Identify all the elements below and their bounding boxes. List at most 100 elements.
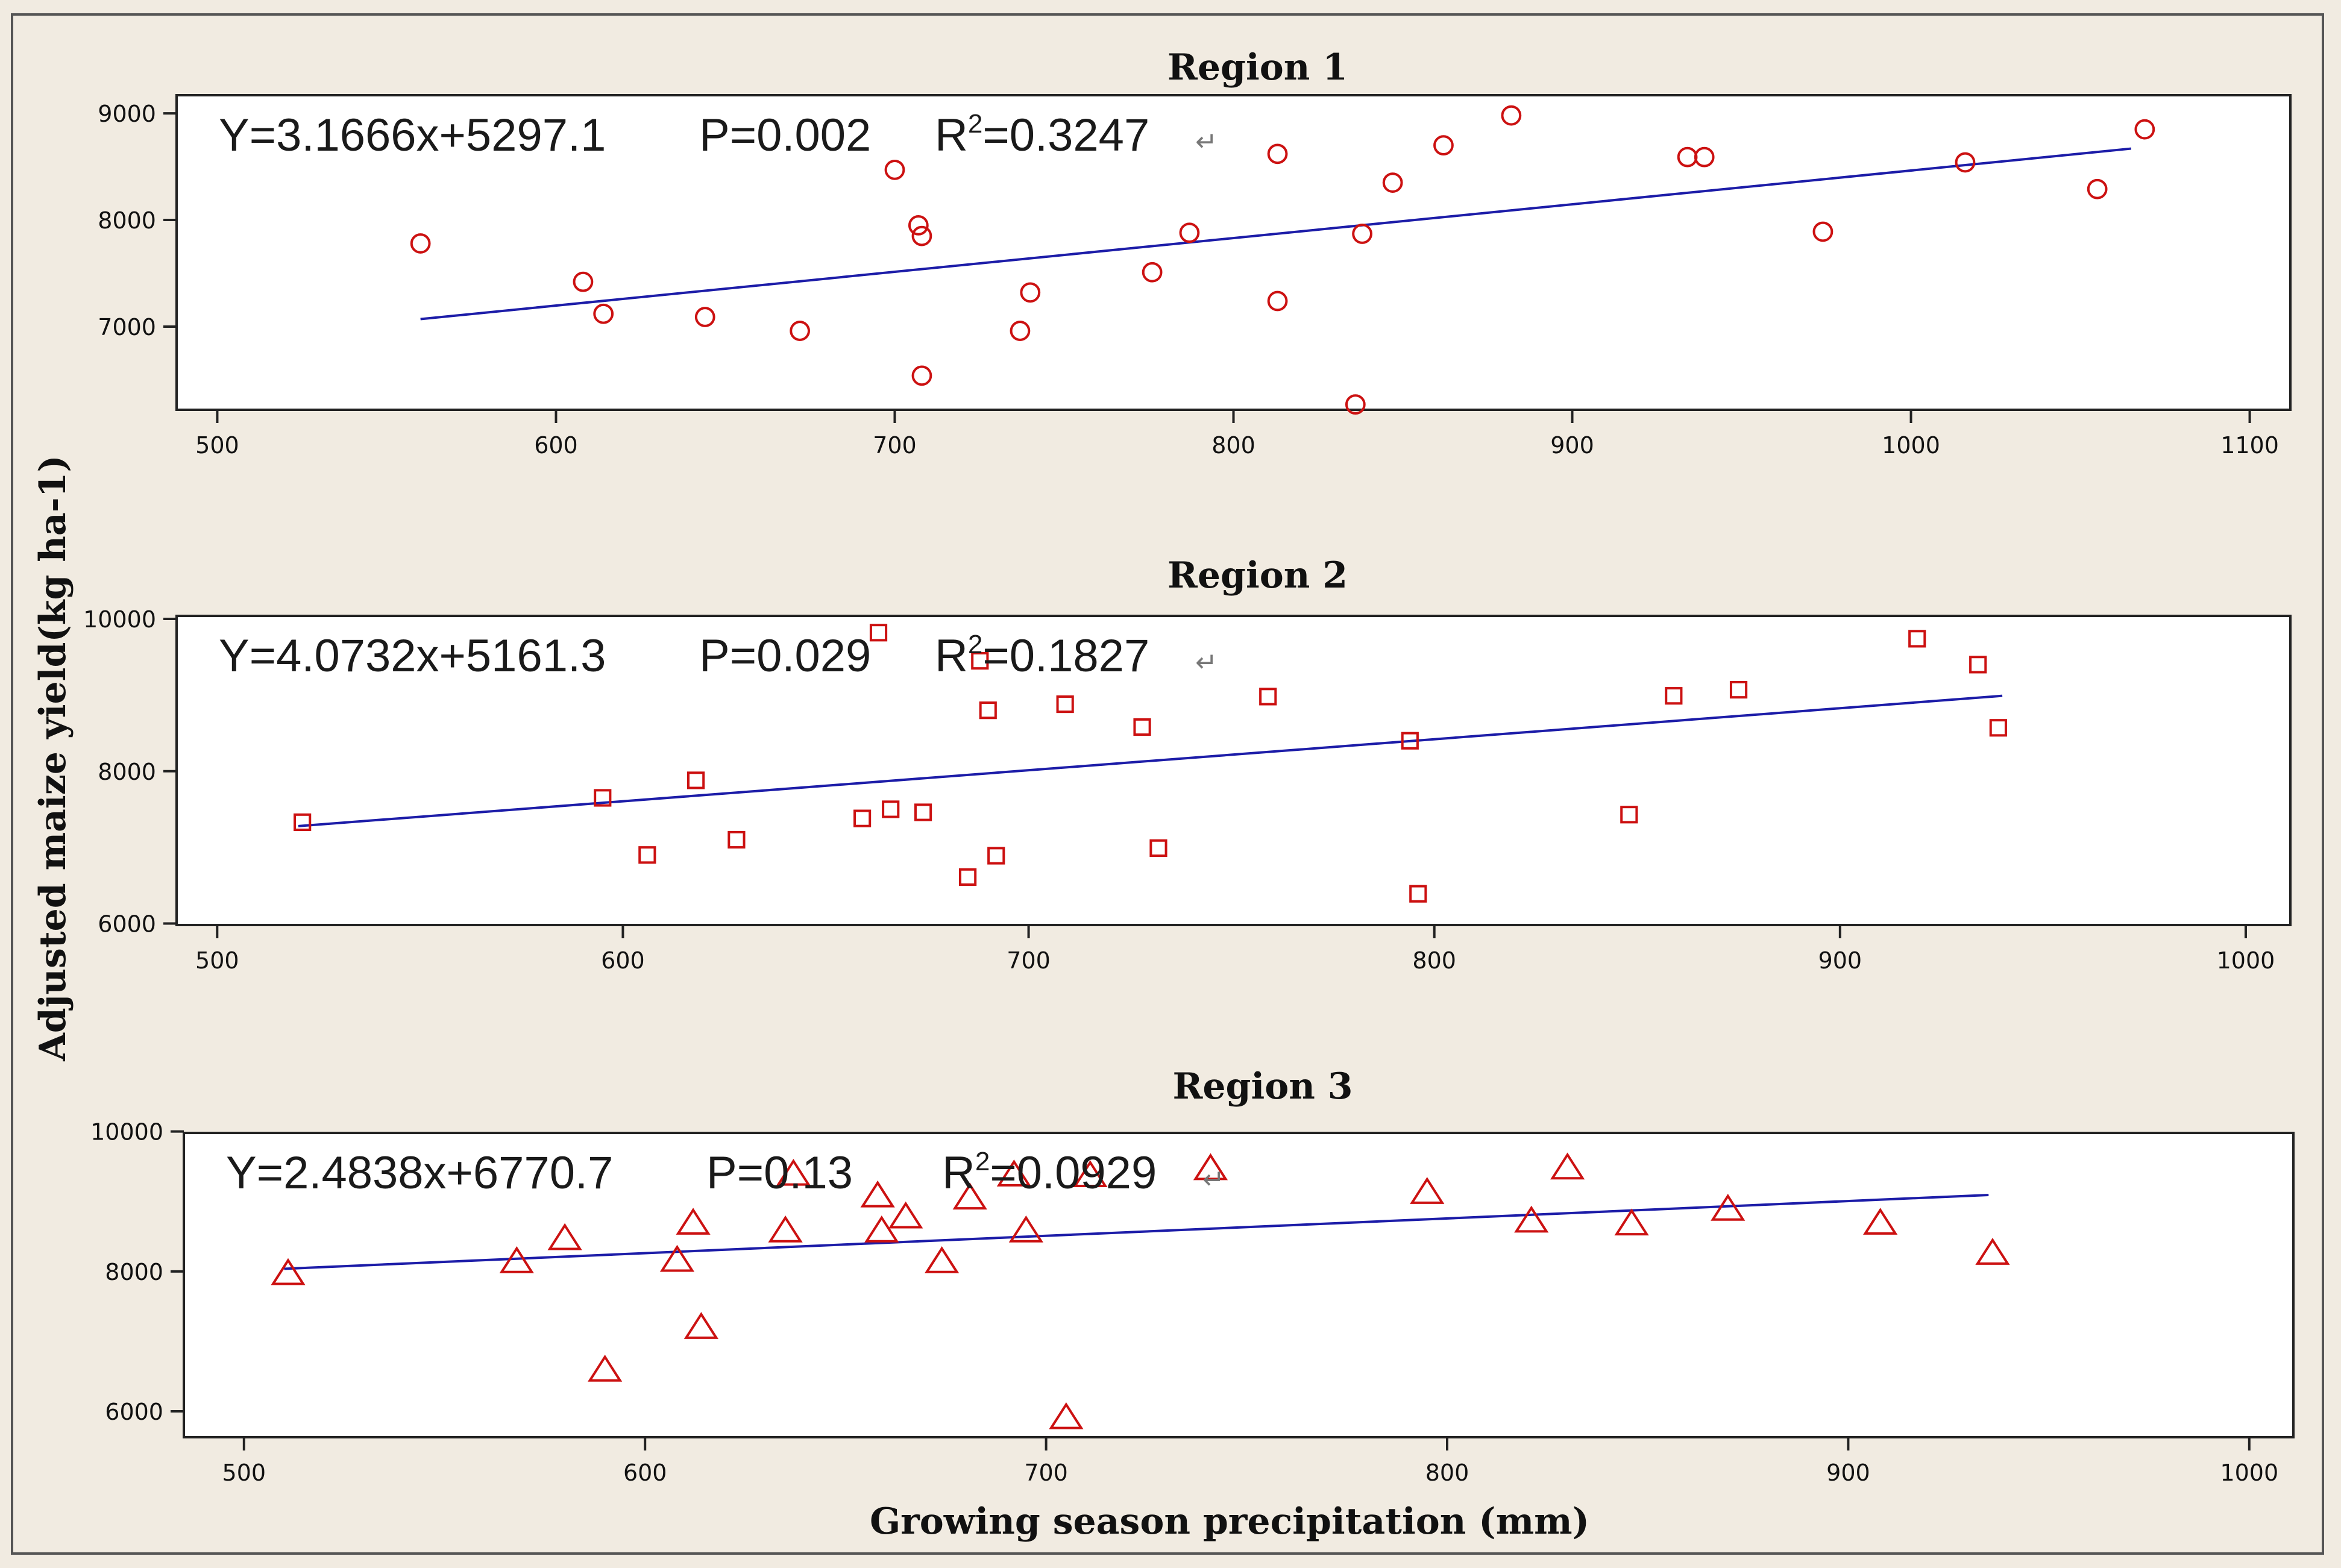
- data-point-square: [594, 789, 612, 807]
- data-point-square: [294, 813, 312, 832]
- data-point-triangle: [499, 1246, 534, 1273]
- plot-area: [175, 615, 2292, 926]
- data-point-square: [1056, 695, 1074, 713]
- data-point-square: [914, 803, 932, 821]
- data-point-circle: [593, 303, 614, 324]
- plot-area: [175, 94, 2292, 411]
- data-point-triangle: [864, 1215, 899, 1243]
- data-point-square: [1259, 688, 1277, 706]
- data-point-triangle: [860, 1180, 895, 1208]
- regression-equation: Y=2.4838x+6770.7: [226, 1147, 613, 1199]
- data-point-triangle: [1193, 1153, 1228, 1181]
- r-squared-value: =0.3247: [982, 110, 1149, 161]
- return-icon: ↵: [1202, 1164, 1225, 1195]
- data-point-triangle: [924, 1246, 960, 1273]
- data-point-circle: [2087, 178, 2108, 199]
- region-1-title: Region 1: [1167, 46, 1348, 89]
- data-point-triangle: [1514, 1205, 1549, 1233]
- region-3-title: Region 3: [1172, 1065, 1353, 1108]
- data-point-triangle: [547, 1223, 582, 1250]
- r-squared-symbol: R: [935, 110, 968, 161]
- data-point-square: [979, 701, 997, 720]
- data-point-circle: [1352, 224, 1372, 244]
- data-point-triangle: [1410, 1177, 1445, 1204]
- x-tick-label: 700: [1024, 1460, 1068, 1486]
- data-point-square: [1969, 656, 1987, 674]
- data-point-triangle: [1049, 1402, 1084, 1429]
- data-point-circle: [1010, 321, 1031, 341]
- plot-area: [183, 1132, 2295, 1438]
- data-point-square: [1133, 718, 1151, 736]
- x-tick-label: 600: [534, 432, 578, 459]
- y-tick-label: 10000: [90, 1119, 163, 1146]
- data-point-circle: [884, 159, 905, 180]
- data-point-square: [853, 809, 872, 827]
- x-tick-label: 800: [1412, 947, 1456, 974]
- data-point-triangle: [1550, 1152, 1585, 1180]
- data-point-triangle: [768, 1215, 803, 1243]
- y-tick-label: 9000: [98, 101, 156, 127]
- return-icon: ↵: [1195, 127, 1218, 157]
- x-axis-title: Growing season precipitation (mm): [870, 1501, 1589, 1543]
- data-point-square: [638, 846, 656, 864]
- data-point-square: [1989, 719, 2007, 737]
- r-squared: R2=0.1827: [935, 630, 1149, 682]
- x-tick-label: 700: [1007, 947, 1051, 974]
- data-point-circle: [1020, 282, 1041, 303]
- data-point-circle: [911, 225, 932, 246]
- data-point-square: [687, 771, 705, 789]
- data-point-triangle: [683, 1312, 718, 1339]
- x-tick-label: 900: [1550, 432, 1594, 459]
- data-point-circle: [573, 271, 594, 292]
- outer-frame: [11, 13, 2324, 1555]
- data-point-square: [987, 847, 1005, 865]
- data-point-triangle: [1863, 1208, 1898, 1235]
- r-squared: R2=0.0929: [942, 1147, 1157, 1199]
- y-tick-label: 6000: [98, 911, 156, 937]
- regression-equation: Y=4.0732x+5161.3: [219, 630, 606, 682]
- data-point-square: [959, 868, 977, 886]
- y-tick-label: 8000: [98, 759, 156, 785]
- p-value: P=0.029: [699, 630, 871, 682]
- data-point-square: [1409, 885, 1427, 903]
- data-point-square: [869, 624, 888, 642]
- r-squared: R2=0.3247: [935, 109, 1149, 161]
- r-squared-value: =0.1827: [982, 630, 1149, 682]
- data-point-square: [1665, 687, 1683, 705]
- data-point-triangle: [1614, 1208, 1649, 1236]
- data-point-circle: [1179, 222, 1200, 243]
- data-point-square: [1401, 732, 1419, 750]
- regression-line: [284, 1193, 1989, 1270]
- data-point-triangle: [588, 1355, 623, 1382]
- data-point-triangle: [776, 1158, 811, 1186]
- data-point-square: [1729, 680, 1748, 699]
- x-tick-label: 500: [222, 1460, 266, 1486]
- r-squared-symbol: R: [935, 630, 968, 682]
- data-point-square: [1620, 806, 1638, 824]
- data-point-circle: [1812, 221, 1834, 242]
- y-tick-label: 10000: [83, 606, 156, 633]
- data-point-square: [1908, 630, 1926, 648]
- x-tick-label: 500: [195, 947, 239, 974]
- x-tick-label: 600: [601, 947, 645, 974]
- data-point-circle: [1694, 146, 1715, 168]
- data-point-circle: [908, 215, 929, 236]
- x-tick-label: 900: [1818, 947, 1862, 974]
- x-tick-label: 500: [195, 432, 239, 459]
- data-point-circle: [1142, 262, 1163, 283]
- x-tick-label: 900: [1826, 1460, 1870, 1486]
- r-squared-exponent: 2: [968, 109, 982, 139]
- data-point-square: [882, 800, 900, 818]
- regression-line: [298, 694, 2003, 827]
- data-point-circle: [1433, 135, 1454, 156]
- y-tick-label: 8000: [98, 207, 156, 234]
- data-point-circle: [911, 365, 932, 386]
- region-1-panel: Region 1 500 600 700 800 900 1000 1100 7000 8000 9…: [98, 46, 2292, 459]
- y-tick-label: 7000: [98, 314, 156, 340]
- r-squared-value: =0.0929: [990, 1147, 1157, 1199]
- r-squared-symbol: R: [942, 1147, 975, 1199]
- data-point-circle: [2134, 119, 2155, 140]
- region-2-panel: Region 2 500 600 700 800 900 1000 6000 8000 10000…: [83, 554, 2292, 974]
- data-point-circle: [694, 307, 715, 327]
